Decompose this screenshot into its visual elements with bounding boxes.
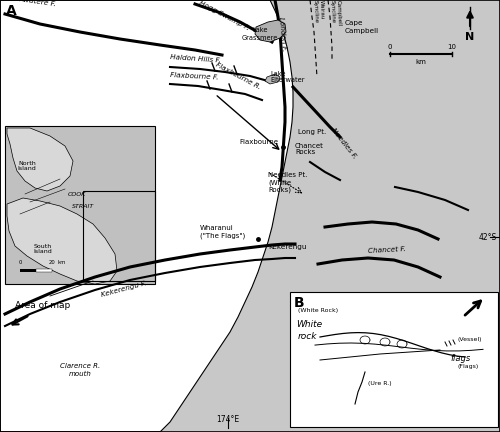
- Text: Campbell
Syncline: Campbell Syncline: [330, 0, 342, 26]
- Bar: [83, 191, 155, 281]
- Text: (Vessel): (Vessel): [458, 337, 482, 342]
- Text: Chancet F.: Chancet F.: [368, 246, 406, 254]
- Text: South
Island: South Island: [34, 244, 52, 254]
- Text: (White Rock): (White Rock): [298, 308, 338, 313]
- Text: COOK: COOK: [68, 191, 86, 197]
- Bar: [5, 126, 155, 284]
- Text: Awatere F.: Awatere F.: [18, 0, 57, 7]
- Text: Clarence R.
mouth: Clarence R. mouth: [60, 363, 100, 377]
- Polygon shape: [7, 128, 73, 191]
- Bar: [36, 269, 52, 271]
- Text: Flaxbourne F.: Flaxbourne F.: [170, 73, 218, 81]
- Bar: [20, 269, 36, 271]
- Text: Hogg Swamp F.: Hogg Swamp F.: [198, 0, 250, 32]
- Text: Haldon Hills F.: Haldon Hills F.: [170, 54, 221, 64]
- Text: flags: flags: [450, 354, 470, 363]
- Text: Needles F.: Needles F.: [330, 127, 357, 160]
- Text: A: A: [6, 4, 17, 18]
- Text: 0: 0: [18, 260, 22, 265]
- Text: Chancet
Rocks: Chancet Rocks: [295, 143, 324, 156]
- Text: Kekerengu: Kekerengu: [268, 244, 306, 250]
- Text: STRAIT: STRAIT: [72, 203, 94, 209]
- Text: 174°E: 174°E: [216, 415, 240, 424]
- Text: Wairau
Syncline: Wairau Syncline: [313, 0, 324, 23]
- Text: Needles Pt.
(White
Rocks): Needles Pt. (White Rocks): [268, 172, 308, 193]
- Polygon shape: [7, 198, 117, 284]
- Text: km: km: [416, 59, 426, 65]
- Text: B: B: [294, 296, 304, 310]
- Text: 20: 20: [48, 260, 56, 265]
- Bar: [290, 292, 498, 427]
- Text: 0: 0: [388, 44, 392, 50]
- Polygon shape: [160, 0, 500, 432]
- Polygon shape: [255, 20, 286, 42]
- Text: Kekerengu F.: Kekerengu F.: [100, 280, 147, 298]
- Text: Lake
Grassmere: Lake Grassmere: [242, 28, 278, 41]
- Text: N: N: [466, 32, 474, 42]
- Polygon shape: [265, 74, 280, 84]
- Text: 10: 10: [448, 44, 456, 50]
- Text: (Flags): (Flags): [458, 364, 479, 369]
- Text: Flaxbourne: Flaxbourne: [239, 139, 278, 145]
- Text: Area of map: Area of map: [15, 302, 70, 311]
- Text: London F.: London F.: [278, 17, 287, 52]
- Text: North
Island: North Island: [18, 161, 36, 172]
- Text: Cape
Campbell: Cape Campbell: [345, 20, 379, 34]
- Text: rock: rock: [298, 332, 318, 341]
- Text: Long Pt.: Long Pt.: [298, 129, 326, 135]
- Text: km: km: [57, 260, 66, 265]
- Text: 42°S: 42°S: [479, 232, 497, 241]
- Text: Lake
Elterwater: Lake Elterwater: [270, 70, 304, 83]
- Text: White: White: [296, 320, 322, 329]
- Text: Flaxbourne R.: Flaxbourne R.: [215, 61, 262, 90]
- Text: (Ure R.): (Ure R.): [368, 381, 392, 387]
- Text: Wharanui
("The Flags"): Wharanui ("The Flags"): [200, 225, 245, 239]
